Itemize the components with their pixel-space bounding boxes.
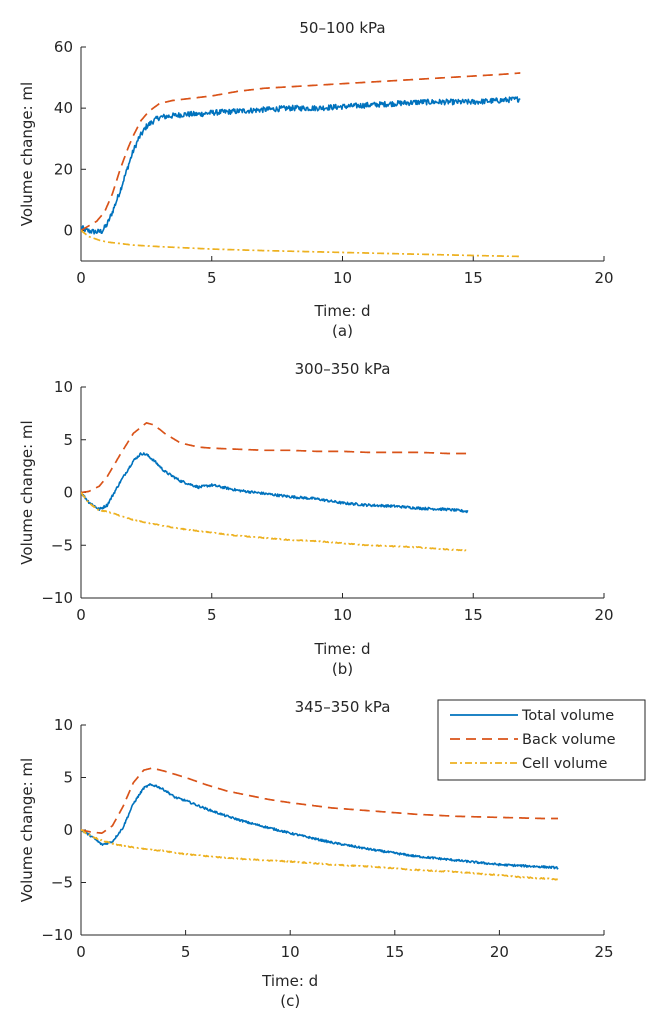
chart-panel-3: 0 5 10 15 20 25 −10 −5 0 5 10 345–350 kPa Time: d (c)… [18, 698, 646, 1010]
panel-caption: (a) [332, 322, 353, 340]
y-axis-label: Volume change: ml [18, 420, 36, 564]
series-line-back [81, 767, 559, 834]
x-tick-label: 0 [76, 269, 86, 287]
y-tick-label: 40 [54, 99, 73, 117]
y-tick-label: 10 [54, 378, 73, 396]
chart-panel-2: 0 5 10 15 20 −10 −5 0 5 10 300–350 kPa Time: d (b) Vo… [18, 360, 614, 678]
y-tick-label: 5 [63, 431, 73, 449]
x-tick-label: 20 [594, 269, 613, 287]
y-tick-label: 0 [63, 821, 73, 839]
legend-box [437, 699, 646, 781]
x-tick-label: 20 [594, 606, 613, 624]
x-tick-label: 25 [594, 943, 613, 961]
x-tick-label: 0 [76, 606, 86, 624]
x-tick-label: 15 [464, 269, 483, 287]
chart-panel-1: 0 5 10 15 20 0 20 40 60 50–100 kPa Time: d (a) Volum… [18, 19, 614, 340]
y-tick-label: 0 [63, 221, 73, 239]
y-tick-label: 5 [63, 769, 73, 787]
y-tick-label: −10 [41, 589, 73, 607]
x-axis-label: Time: d [313, 302, 370, 320]
series-line-cell [81, 829, 559, 881]
y-tick-label: 20 [54, 160, 73, 178]
series-line-back [81, 422, 469, 494]
y-tick-label: 10 [54, 716, 73, 734]
x-axis-label: Time: d [313, 640, 370, 658]
x-tick-label: 15 [464, 606, 483, 624]
chart-title: 50–100 kPa [299, 19, 385, 37]
y-tick-label: −10 [41, 926, 73, 944]
x-tick-label: 5 [181, 943, 191, 961]
y-tick-label: 0 [63, 484, 73, 502]
series-line-total [81, 452, 469, 514]
panel-caption: (c) [280, 992, 300, 1010]
series-line-total [81, 96, 521, 235]
series-line-cell [81, 229, 521, 258]
x-tick-label: 5 [207, 269, 217, 287]
series-line-back [81, 72, 521, 232]
y-tick-label: −5 [51, 874, 73, 892]
y-tick-label: −5 [51, 536, 73, 554]
y-axis-label: Volume change: ml [18, 758, 36, 902]
chart-title: 345–350 kPa [295, 698, 391, 716]
legend: Total volume Back volume Cell volume [437, 699, 646, 781]
legend-label-cell: Cell volume [522, 756, 608, 772]
x-axis-label: Time: d [261, 972, 318, 990]
series-line-cell [81, 491, 469, 552]
x-tick-label: 10 [333, 606, 352, 624]
chart-title: 300–350 kPa [295, 360, 391, 378]
y-tick-label: 60 [54, 38, 73, 56]
legend-label-total: Total volume [521, 708, 614, 724]
x-tick-label: 5 [207, 606, 217, 624]
x-tick-label: 0 [76, 943, 86, 961]
x-tick-label: 15 [385, 943, 404, 961]
x-tick-label: 20 [490, 943, 509, 961]
x-tick-label: 10 [281, 943, 300, 961]
x-tick-label: 10 [333, 269, 352, 287]
series-line-total [81, 783, 559, 870]
panel-caption: (b) [332, 660, 353, 678]
y-axis-label: Volume change: ml [18, 82, 36, 226]
legend-label-back: Back volume [522, 732, 616, 748]
